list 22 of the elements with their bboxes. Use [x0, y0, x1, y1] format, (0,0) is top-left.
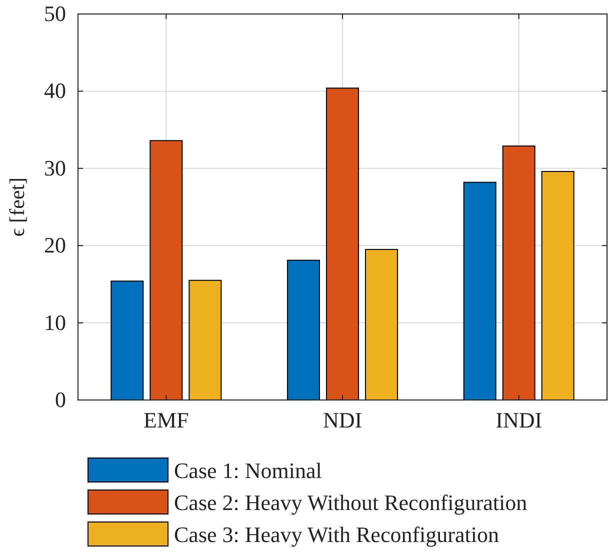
- bar: [326, 88, 359, 400]
- bar: [188, 280, 222, 400]
- y-axis-title: ϵ [feet]: [5, 177, 29, 237]
- x-tick-label: NDI: [322, 408, 362, 433]
- y-tick-label: 0: [55, 387, 66, 412]
- x-tick-label: EMF: [144, 408, 189, 433]
- y-tick-label: 50: [44, 1, 66, 26]
- bar: [365, 248, 398, 400]
- y-tick-label: 40: [44, 78, 66, 104]
- x-tick-label: INDI: [496, 408, 542, 433]
- bar: [463, 182, 496, 400]
- y-tick-label: 30: [44, 155, 66, 180]
- bar: [110, 280, 144, 400]
- legend-label: Case 3: Heavy With Reconfiguration: [174, 522, 499, 547]
- bar: [287, 260, 320, 400]
- bar: [541, 170, 574, 400]
- legend-label: Case 2: Heavy Without Reconfiguration: [174, 490, 528, 515]
- legend-label: Case 1: Nominal: [174, 458, 322, 483]
- y-tick-label: 20: [44, 232, 66, 258]
- bar: [150, 140, 183, 400]
- y-tick-label: 10: [44, 310, 66, 335]
- bar: [502, 146, 536, 400]
